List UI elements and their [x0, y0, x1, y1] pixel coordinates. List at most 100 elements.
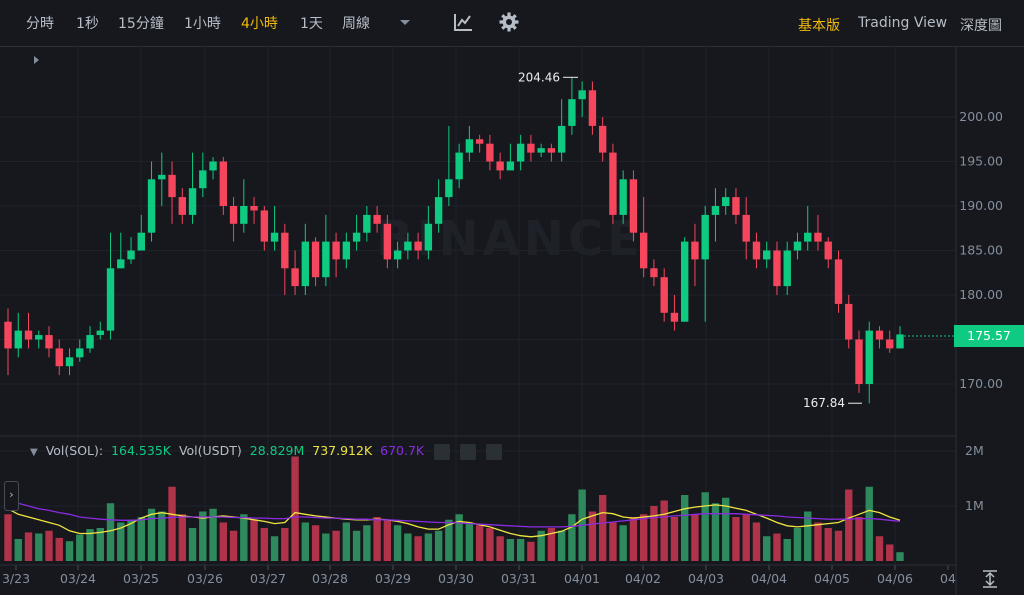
ma-purple-value: 670.7K: [380, 443, 425, 458]
low-price-label: 167.84: [803, 396, 845, 410]
volume-bar: [76, 534, 84, 561]
volume-bar: [178, 514, 186, 561]
collapse-arrow-icon[interactable]: [34, 56, 39, 64]
candle-body: [393, 250, 402, 260]
candle-body: [773, 250, 781, 287]
indicator-icon[interactable]: [452, 11, 474, 33]
candle-body: [660, 277, 668, 313]
expand-panel-button[interactable]: ›: [4, 481, 19, 511]
timeframe-4h[interactable]: 4小時: [241, 16, 278, 32]
candle-body: [229, 206, 238, 224]
volume-bar: [445, 519, 453, 561]
close-icon[interactable]: [486, 443, 503, 460]
date-tick-label: 03/25: [123, 571, 159, 586]
volume-bar: [629, 517, 638, 561]
candle-body: [742, 214, 750, 242]
date-tick-label: 03/24: [60, 571, 96, 586]
volume-bar: [814, 522, 822, 561]
price-tick-label: 200.00: [959, 109, 1003, 124]
candle-body: [496, 161, 504, 171]
chevron-down-icon[interactable]: [394, 12, 416, 34]
volume-bar: [363, 525, 371, 561]
volume-bar: [117, 522, 125, 561]
candle-body: [260, 210, 269, 242]
date-tick-label: 03/30: [438, 571, 474, 586]
candle-body: [763, 250, 771, 260]
volume-bar: [845, 489, 853, 561]
volume-axis: 2M 1M: [965, 443, 984, 513]
volume-bar: [373, 517, 381, 561]
volume-bar: [886, 544, 894, 561]
volume-bar: [404, 533, 412, 561]
timeframe-1d[interactable]: 1天: [300, 16, 323, 32]
date-tick-label: 04/03: [688, 571, 724, 586]
timeframe-15m[interactable]: 15分鐘: [118, 16, 164, 32]
volume-bar: [865, 486, 873, 561]
view-tradingview[interactable]: Trading View: [858, 15, 948, 31]
candle-body: [86, 335, 94, 349]
candle-body: [650, 268, 658, 278]
date-tick-label: 04: [940, 571, 956, 586]
volume-bar: [824, 528, 832, 561]
settings-icon[interactable]: [460, 443, 477, 460]
chart-toolbar: 分時 1秒 15分鐘 1小時 4小時 1天 周線 基本版 Trading Vie…: [0, 0, 1024, 47]
candle-body: [158, 174, 166, 180]
candle-body: [127, 250, 135, 260]
candle-body: [352, 232, 361, 242]
volume-bar: [557, 530, 566, 561]
candle-body: [342, 241, 351, 260]
candle-body: [76, 348, 84, 358]
timeframe-1h[interactable]: 1小時: [184, 16, 221, 32]
price-axis: 200.00195.00190.00185.00180.00175.00170.…: [959, 109, 1003, 391]
date-tick-label: 04/01: [564, 571, 600, 586]
volume-bar: [35, 533, 43, 561]
candle-body: [598, 125, 607, 153]
candle-body: [363, 214, 371, 233]
volume-bar: [434, 530, 443, 561]
legend-dropdown-icon[interactable]: ▼: [30, 447, 38, 458]
volume-bar: [332, 530, 340, 561]
candle-body: [404, 241, 412, 251]
eye-icon[interactable]: [434, 443, 451, 460]
volume-tick-label: 1M: [965, 498, 984, 513]
volume-bar: [598, 495, 607, 561]
bottom-right-toggle-icon[interactable]: [983, 570, 997, 588]
candle-body: [188, 188, 197, 215]
candle-body: [414, 241, 422, 251]
candle-body: [301, 241, 310, 287]
volume-bar: [773, 533, 781, 561]
volume-bar: [660, 500, 668, 561]
candle-body: [322, 241, 330, 278]
candle-body: [783, 250, 791, 287]
candle-body: [619, 179, 627, 215]
volume-bar: [670, 517, 679, 561]
volume-bar: [250, 519, 258, 561]
timeframe-1w[interactable]: 周線: [342, 16, 370, 32]
volume-bar: [4, 514, 12, 561]
volume-bar: [742, 514, 750, 561]
candle-body: [557, 125, 566, 153]
candle-body: [96, 330, 104, 336]
volume-bar: [691, 514, 699, 561]
timeframe-1s[interactable]: 1秒: [76, 16, 99, 32]
view-basic[interactable]: 基本版: [798, 18, 840, 34]
volume-bar: [537, 530, 545, 561]
settings-gear-icon[interactable]: [498, 11, 520, 33]
vol-usdt-value: 28.829M: [249, 443, 305, 458]
view-depth[interactable]: 深度圖: [960, 18, 1002, 34]
candle-body: [845, 303, 853, 340]
volume-bar: [96, 528, 104, 561]
candle-body: [291, 268, 299, 287]
price-tick-label: 190.00: [959, 198, 1003, 213]
candle-body: [24, 330, 33, 340]
binance-watermark: BINANCE: [376, 211, 644, 267]
volume-tick-label: 2M: [965, 443, 984, 458]
candle-body: [486, 143, 494, 162]
volume-bar: [219, 522, 228, 561]
volume-bar: [260, 528, 269, 561]
candle-body: [168, 174, 176, 198]
volume-bar: [352, 530, 361, 561]
timeframe-time[interactable]: 分時: [26, 16, 54, 32]
volume-bar: [127, 519, 135, 561]
